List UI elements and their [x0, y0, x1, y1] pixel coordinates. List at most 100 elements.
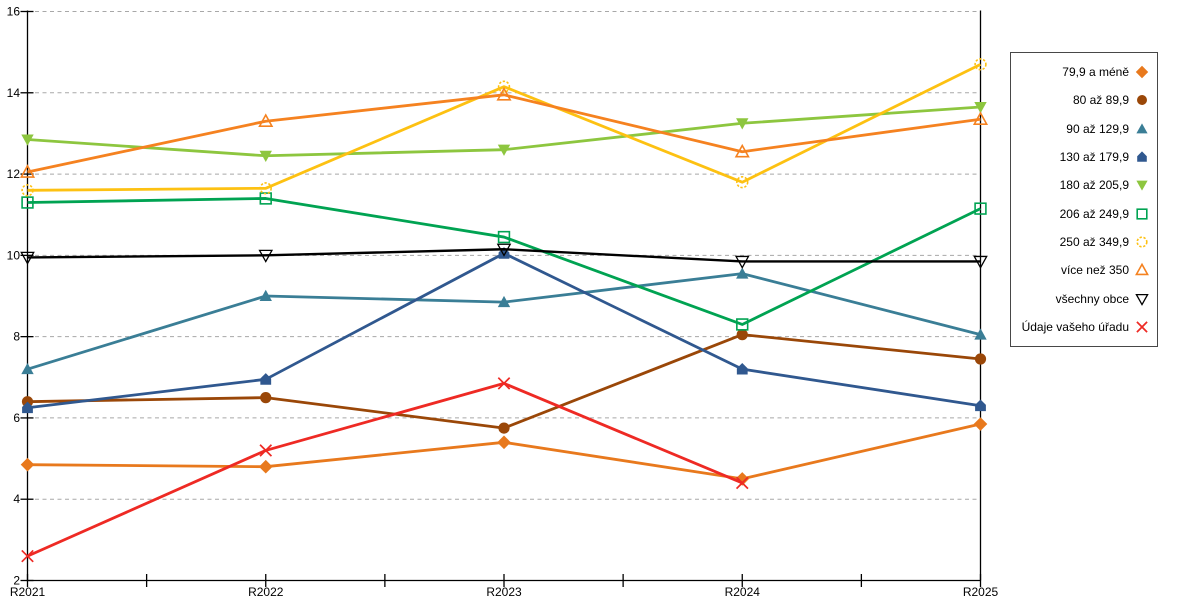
y-axis-label: 6 — [13, 411, 20, 425]
x-axis-label: R2024 — [725, 585, 761, 599]
legend-marker-icon — [1135, 65, 1149, 79]
marker-triangle-up-open-icon — [258, 113, 274, 128]
marker-circle-open-dashed-icon — [974, 58, 987, 71]
series-line — [27, 272, 981, 371]
marker-diamond-icon — [735, 472, 750, 486]
marker-square-open-icon — [736, 318, 749, 331]
series-line — [26, 381, 743, 558]
marker-circle-icon — [260, 392, 272, 404]
legend-item: všechny obce — [1011, 291, 1157, 307]
legend-item-label: 180 až 205,9 — [1059, 178, 1129, 193]
x-axis-label: R2022 — [248, 585, 284, 599]
marker-triangle-up-open-icon — [734, 143, 750, 158]
legend-item: 180 až 205,9 — [1011, 177, 1157, 193]
series-line — [27, 93, 981, 174]
legend-item-label: 250 až 349,9 — [1059, 234, 1129, 249]
marker-circle-icon — [1137, 95, 1147, 106]
marker-diamond-icon — [497, 435, 511, 450]
legend-item-label: více než 350 — [1060, 263, 1129, 278]
x-axis-label: R2025 — [963, 585, 999, 599]
legend-item-label: Údaje vašeho úřadu — [1021, 319, 1129, 334]
marker-triangle-down-icon — [1136, 180, 1148, 191]
marker-diamond-icon — [258, 459, 273, 474]
marker-square-open-icon — [974, 202, 987, 215]
legend-item-label: 206 až 249,9 — [1059, 206, 1129, 221]
marker-triangle-down-icon — [259, 150, 272, 162]
y-axis-label: 2 — [13, 574, 20, 588]
legend-marker-icon — [1136, 321, 1148, 333]
marker-circle-open-dashed-icon — [1136, 236, 1148, 248]
marker-pentagon-icon — [22, 401, 33, 414]
marker-triangle-up-icon — [259, 289, 272, 301]
marker-triangle-up-icon — [497, 295, 511, 308]
marker-circle-open-dashed-icon — [736, 176, 749, 189]
y-axis-label: 10 — [7, 248, 21, 262]
marker-triangle-down-open-icon — [496, 243, 512, 257]
legend-item: 206 až 249,9 — [1011, 206, 1157, 222]
x-axis-label: R2023 — [486, 585, 522, 599]
legend-item: 90 až 129,9 — [1011, 121, 1157, 137]
marker-triangle-down-open-icon — [734, 255, 750, 269]
marker-triangle-up-icon — [21, 362, 34, 375]
marker-x-icon — [21, 549, 34, 563]
marker-circle-icon — [974, 353, 987, 365]
y-axis-label: 12 — [7, 167, 21, 181]
legend-marker-icon — [1136, 180, 1148, 191]
legend-marker-icon — [1136, 208, 1148, 220]
legend-item: 80 až 89,9 — [1011, 92, 1157, 108]
marker-x-icon — [497, 377, 511, 390]
legend-item: 250 až 349,9 — [1011, 234, 1157, 250]
legend-item-label: 90 až 129,9 — [1066, 121, 1129, 136]
marker-x-icon — [259, 444, 273, 457]
chart-legend: 79,9 a méně 80 až 89,9 90 až 129,9 130 až 1… — [1010, 52, 1158, 347]
marker-x-icon — [735, 476, 749, 490]
y-axis-label: 4 — [13, 492, 20, 506]
legend-item-label: 79,9 a méně — [1062, 65, 1129, 80]
legend-item: Údaje vašeho úřadu — [1011, 319, 1157, 335]
series-line — [27, 63, 982, 192]
legend-item: 130 až 179,9 — [1011, 149, 1157, 165]
marker-circle-icon — [498, 422, 510, 434]
legend-item: 79,9 a méně — [1011, 64, 1157, 80]
legend-marker-icon — [1135, 293, 1149, 306]
legend-marker-icon — [1136, 123, 1148, 134]
marker-pentagon-icon — [260, 373, 272, 385]
legend-item-label: 80 až 89,9 — [1072, 93, 1129, 108]
marker-triangle-up-icon — [1136, 123, 1148, 134]
marker-circle-open-dashed-icon — [259, 182, 272, 195]
marker-triangle-down-icon — [974, 102, 987, 114]
legend-item: více než 350 — [1011, 262, 1157, 278]
marker-triangle-down-icon — [21, 134, 34, 146]
marker-diamond-icon — [20, 457, 35, 472]
series-line — [27, 197, 982, 326]
marker-triangle-up-icon — [736, 267, 749, 279]
y-axis-label: 14 — [7, 86, 21, 100]
marker-square-open-icon — [497, 230, 511, 244]
marker-triangle-up-open-icon — [1135, 262, 1149, 276]
marker-triangle-down-icon — [736, 118, 749, 130]
marker-diamond-icon — [1135, 65, 1149, 79]
marker-triangle-down-icon — [497, 144, 511, 156]
marker-triangle-up-open-icon — [496, 86, 512, 101]
marker-triangle-down-open-icon — [973, 255, 988, 269]
marker-circle-icon — [736, 329, 748, 341]
marker-pentagon-icon — [975, 399, 986, 412]
y-axis-label: 8 — [13, 330, 20, 344]
series-line — [27, 248, 981, 263]
legend-marker-icon — [1137, 95, 1147, 106]
marker-x-icon — [1136, 321, 1148, 333]
marker-square-open-icon — [1136, 208, 1148, 220]
marker-triangle-up-open-icon — [19, 164, 36, 178]
marker-triangle-down-open-icon — [20, 251, 35, 265]
legend-marker-icon — [1135, 262, 1149, 276]
series-line — [27, 333, 981, 430]
marker-triangle-up-open-icon — [972, 111, 989, 126]
marker-square-open-icon — [21, 196, 34, 209]
y-axis-label: 16 — [7, 5, 21, 19]
marker-circle-open-dashed-icon — [21, 184, 34, 197]
legend-marker-icon — [1136, 236, 1148, 248]
marker-triangle-down-open-icon — [1135, 293, 1149, 306]
legend-item-label: 130 až 179,9 — [1059, 150, 1129, 165]
marker-triangle-down-open-icon — [258, 249, 274, 263]
